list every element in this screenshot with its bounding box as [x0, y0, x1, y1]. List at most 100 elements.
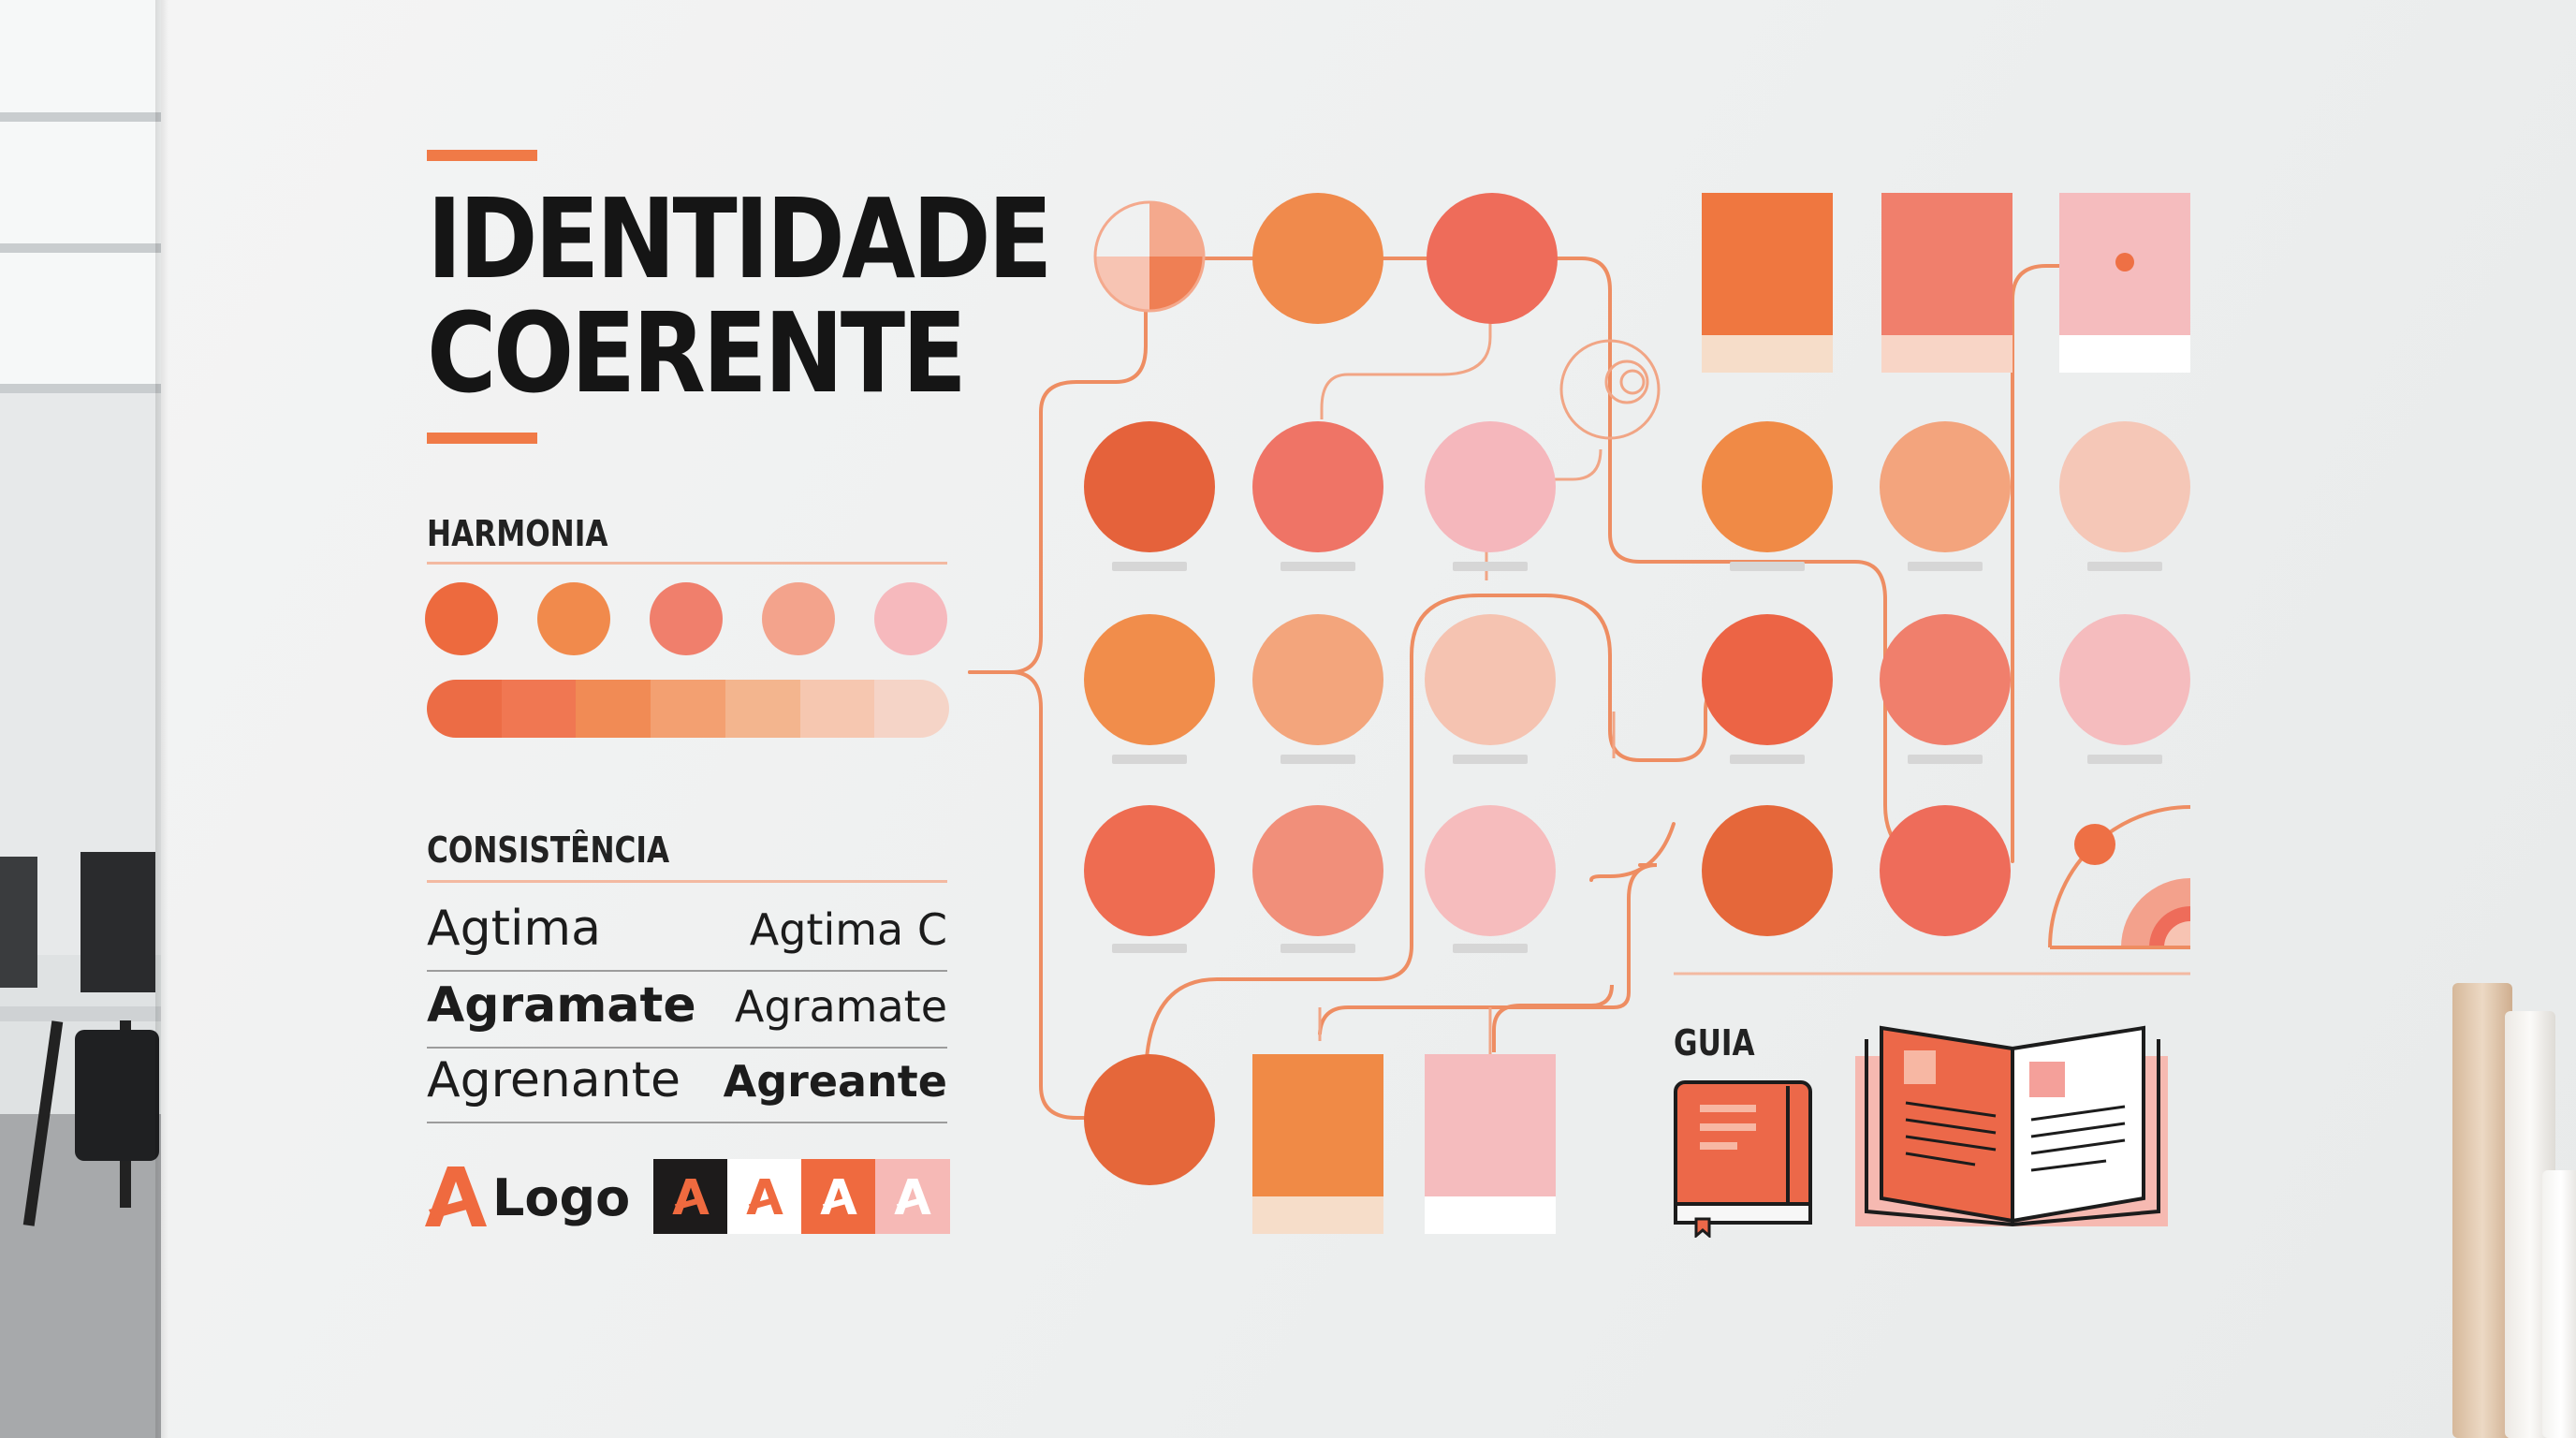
swatch-label — [1281, 755, 1355, 764]
swatch-label — [1730, 755, 1805, 764]
color-tile — [1702, 193, 1833, 373]
font-sample: Agreante — [723, 1056, 947, 1107]
window-frame — [0, 243, 161, 253]
harmonia-dot — [425, 582, 498, 655]
logo-mark-icon — [425, 1167, 487, 1226]
harmonia-dot — [650, 582, 723, 655]
swatch-label — [2087, 562, 2162, 571]
font-sample: Agramate — [427, 977, 696, 1034]
row-divider — [427, 970, 947, 972]
color-circle — [1880, 805, 2011, 936]
consistencia-rule — [427, 880, 947, 883]
harmonia-dot — [874, 582, 947, 655]
swatch-label — [1453, 562, 1528, 571]
gradient-segment — [799, 680, 875, 738]
window-frame — [0, 384, 161, 393]
tile-tint — [2059, 335, 2190, 373]
guia-label: GUIA — [1674, 1022, 1755, 1064]
logo-swatch — [875, 1159, 950, 1234]
logo-swatch — [727, 1159, 802, 1234]
tile-tint — [1881, 335, 2012, 373]
tile-color — [1425, 1054, 1556, 1196]
swatch-label — [1112, 562, 1187, 571]
color-circle — [1252, 421, 1383, 552]
color-circle — [1702, 805, 1833, 936]
font-row-1: Agtima Agtima C — [427, 891, 947, 966]
color-circle — [1084, 614, 1215, 745]
logo-swatch — [653, 1159, 728, 1234]
logo-swatch — [801, 1159, 876, 1234]
consistencia-label: CONSISTÊNCIA — [427, 829, 670, 871]
color-circle — [2059, 421, 2190, 552]
gradient-segment — [427, 680, 502, 738]
quarter-arcs-ornament-icon — [2048, 805, 2191, 949]
swatch-label — [1730, 562, 1805, 571]
swatch-label — [1453, 755, 1528, 764]
office-floor — [0, 1114, 161, 1438]
paper-roll — [2542, 1170, 2576, 1438]
tile-color — [1252, 1054, 1383, 1196]
swatch-label — [1112, 755, 1187, 764]
swatch-label — [1908, 562, 1983, 571]
gradient-segment — [724, 680, 800, 738]
color-circle — [1252, 193, 1383, 324]
gradient-segment — [576, 680, 651, 738]
tile-tint — [1425, 1196, 1556, 1234]
color-tile — [2059, 193, 2190, 373]
tile-color — [1702, 193, 1833, 335]
color-circle — [1880, 421, 2011, 552]
logo-text: Logo — [492, 1168, 631, 1227]
title-line-1: IDENTIDADE — [427, 174, 1053, 303]
font-sample: Agrenante — [427, 1052, 681, 1108]
harmonia-dot — [762, 582, 835, 655]
title-line-2: COERENTE — [427, 288, 967, 418]
logo-letter-icon — [672, 1179, 710, 1214]
color-circle — [1427, 193, 1558, 324]
font-sample: Agramate — [734, 981, 947, 1032]
half-circle-ornament-icon — [1093, 200, 1206, 313]
color-circle — [1425, 614, 1556, 745]
row-divider — [427, 1047, 947, 1049]
color-circle — [1252, 805, 1383, 936]
font-sample: Agtima — [427, 901, 601, 957]
monitor — [0, 857, 37, 988]
gradient-segment — [651, 680, 725, 738]
font-row-2: Agramate Agramate — [427, 968, 947, 1043]
title-accent-bar — [427, 150, 537, 161]
office-desk — [0, 1006, 161, 1021]
color-tile — [1252, 1054, 1383, 1234]
office-background — [0, 0, 161, 1438]
font-row-3: Agrenante Agreante — [427, 1043, 947, 1118]
harmonia-gradient-bar — [427, 680, 949, 738]
swatch-label — [1453, 944, 1528, 953]
logo-letter-icon — [894, 1179, 931, 1214]
color-circle — [2059, 614, 2190, 745]
logo-letter-icon — [820, 1179, 857, 1214]
office-chair — [75, 1030, 159, 1161]
swatch-label — [1908, 755, 1983, 764]
color-circle — [1084, 805, 1215, 936]
tile-tint — [1702, 335, 1833, 373]
font-sample: Agtima C — [749, 904, 947, 955]
color-circle — [1084, 1054, 1215, 1185]
swatch-label — [2087, 755, 2162, 764]
color-circle — [1702, 614, 1833, 745]
color-circle — [1425, 421, 1556, 552]
open-book-icon — [1855, 1025, 2168, 1226]
color-circle — [1880, 614, 2011, 745]
row-divider — [427, 1122, 947, 1123]
monitor — [80, 852, 155, 992]
connector-dot — [2115, 253, 2134, 271]
harmonia-rule — [427, 562, 947, 565]
harmonia-label: HARMONIA — [427, 513, 608, 554]
paper-roll — [2452, 983, 2512, 1438]
closed-book-icon — [1674, 1080, 1812, 1238]
color-circle — [1252, 614, 1383, 745]
color-circle — [1702, 421, 1833, 552]
edge-shadow — [155, 0, 168, 1438]
window-frame — [0, 112, 161, 122]
office-window — [0, 0, 161, 393]
swatch-label — [1281, 562, 1355, 571]
tile-tint — [1252, 1196, 1383, 1234]
